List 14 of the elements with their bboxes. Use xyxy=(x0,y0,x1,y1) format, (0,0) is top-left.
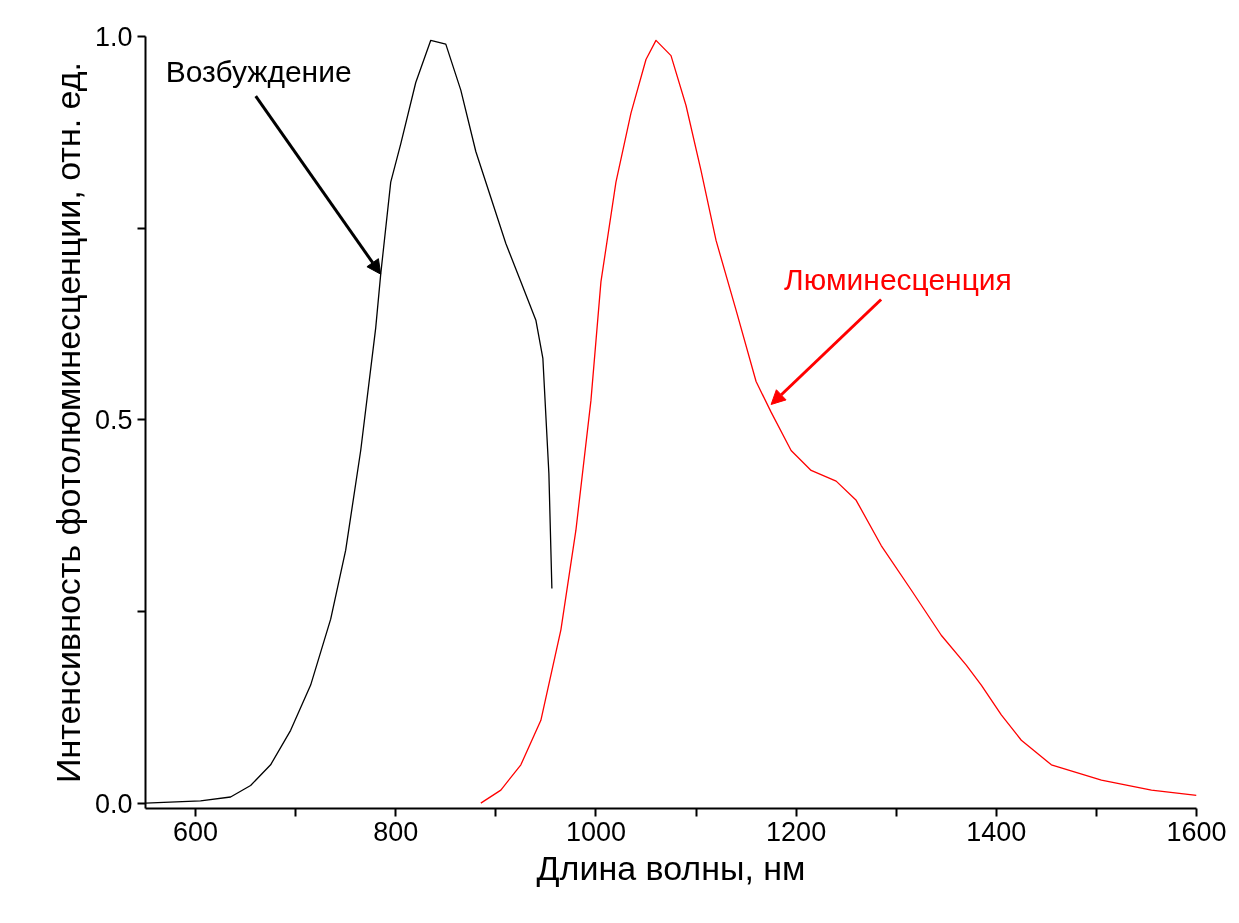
x-tick-label: 1000 xyxy=(565,816,626,847)
x-tick-label: 800 xyxy=(373,816,419,847)
x-tick-label: 1600 xyxy=(1166,816,1227,847)
annotation: Люминесценция xyxy=(784,262,1012,296)
y-axis-title: Интенсивность фотолюминесценции, отн. ед. xyxy=(48,61,87,784)
x-tick-label: 1400 xyxy=(966,816,1027,847)
annotation: Возбуждение xyxy=(165,54,352,88)
y-tick-label: 0.0 xyxy=(94,788,133,819)
line-series xyxy=(480,39,1197,804)
x-tick-label: 600 xyxy=(173,816,219,847)
y-tick-label: 1.0 xyxy=(94,22,133,52)
x-tick-label: 1200 xyxy=(766,816,827,847)
x-axis-title: Длина волны, нм xyxy=(536,848,806,887)
y-tick-label: 0.5 xyxy=(94,405,133,436)
